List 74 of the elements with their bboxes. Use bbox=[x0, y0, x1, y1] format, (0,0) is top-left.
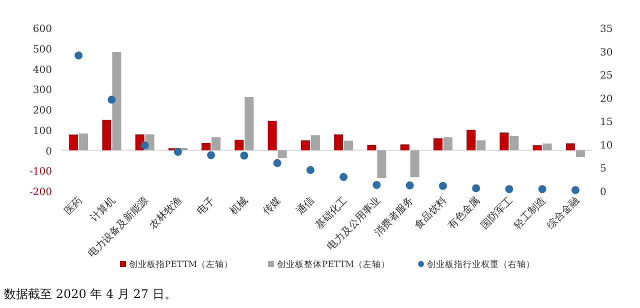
point bbox=[273, 159, 282, 168]
bar bbox=[542, 144, 552, 150]
y2-tick-label: 15 bbox=[600, 117, 613, 128]
y-tick-label: 200 bbox=[32, 106, 52, 116]
text: 数据截至 2020 年 4 月 27 日。 bbox=[4, 287, 176, 301]
point bbox=[108, 96, 116, 104]
bar bbox=[433, 138, 442, 150]
y2-tick-label: 10 bbox=[600, 140, 613, 152]
x-tick-label: 通信 bbox=[294, 194, 317, 218]
y-tick-label: 500 bbox=[32, 44, 52, 56]
bar bbox=[476, 140, 486, 150]
x-tick-label: 电子 bbox=[194, 194, 218, 218]
bar bbox=[202, 142, 211, 150]
y-tick-label: 0 bbox=[46, 146, 52, 158]
bar bbox=[377, 150, 386, 178]
y-tick-label: 600 bbox=[32, 24, 52, 35]
bar bbox=[300, 140, 310, 150]
y2-tick-label: 30 bbox=[600, 47, 613, 58]
bar bbox=[566, 143, 575, 150]
bar bbox=[576, 150, 585, 157]
bar bbox=[79, 134, 88, 150]
y-tick-label: 400 bbox=[32, 64, 52, 76]
x-tick-label: 计算机 bbox=[88, 194, 118, 224]
y-tick-label: 300 bbox=[32, 85, 52, 96]
bar bbox=[466, 130, 476, 150]
x-tick-label: 食品饮料 bbox=[412, 194, 450, 232]
x-tick-label: 机械 bbox=[228, 194, 250, 218]
point bbox=[207, 151, 216, 160]
point bbox=[340, 173, 348, 182]
bar bbox=[278, 150, 287, 158]
bar bbox=[367, 144, 376, 150]
x-tick-label: 传媒 bbox=[262, 195, 284, 218]
bar bbox=[310, 135, 320, 150]
point bbox=[438, 182, 447, 190]
bar bbox=[112, 52, 122, 150]
legend-label: 创业板整体PETTM（左轴） bbox=[277, 259, 390, 270]
bar bbox=[268, 120, 277, 150]
point bbox=[571, 186, 580, 194]
point bbox=[406, 181, 414, 190]
y-tick-label: -100 bbox=[30, 166, 52, 178]
point bbox=[538, 185, 546, 194]
bar bbox=[69, 134, 78, 150]
point bbox=[174, 148, 182, 156]
legend-label: 创业板指PETTM（左轴） bbox=[129, 259, 234, 270]
y2-tick-label: 25 bbox=[600, 70, 613, 82]
point bbox=[505, 185, 514, 194]
y2-tick-label: 20 bbox=[600, 94, 613, 105]
bar bbox=[400, 144, 410, 150]
bar bbox=[334, 134, 344, 150]
legend-label: 创业板指行业权重（右轴） bbox=[427, 259, 535, 270]
y2-tick-label: 35 bbox=[600, 24, 613, 35]
x-tick-label: 农林牧渔 bbox=[147, 194, 184, 232]
bar bbox=[443, 137, 452, 150]
bar bbox=[102, 120, 112, 150]
bar bbox=[344, 140, 354, 150]
bar bbox=[212, 137, 221, 150]
bar bbox=[234, 140, 244, 150]
point bbox=[74, 51, 83, 60]
point bbox=[306, 166, 314, 174]
y2-tick-label: 5 bbox=[600, 164, 606, 175]
y-tick-label: -200 bbox=[30, 187, 52, 198]
bar bbox=[410, 150, 420, 178]
point bbox=[140, 141, 149, 150]
y-tick-label: 100 bbox=[32, 126, 52, 137]
x-tick-label: 医药 bbox=[62, 194, 85, 218]
point bbox=[472, 184, 480, 192]
bar bbox=[244, 97, 254, 150]
x-tick-label: 综合金融 bbox=[544, 194, 582, 232]
point bbox=[372, 180, 381, 189]
point bbox=[240, 152, 248, 160]
bar bbox=[532, 145, 542, 150]
y2-tick-label: 0 bbox=[600, 187, 606, 198]
bar bbox=[500, 132, 509, 150]
bar bbox=[510, 136, 519, 150]
